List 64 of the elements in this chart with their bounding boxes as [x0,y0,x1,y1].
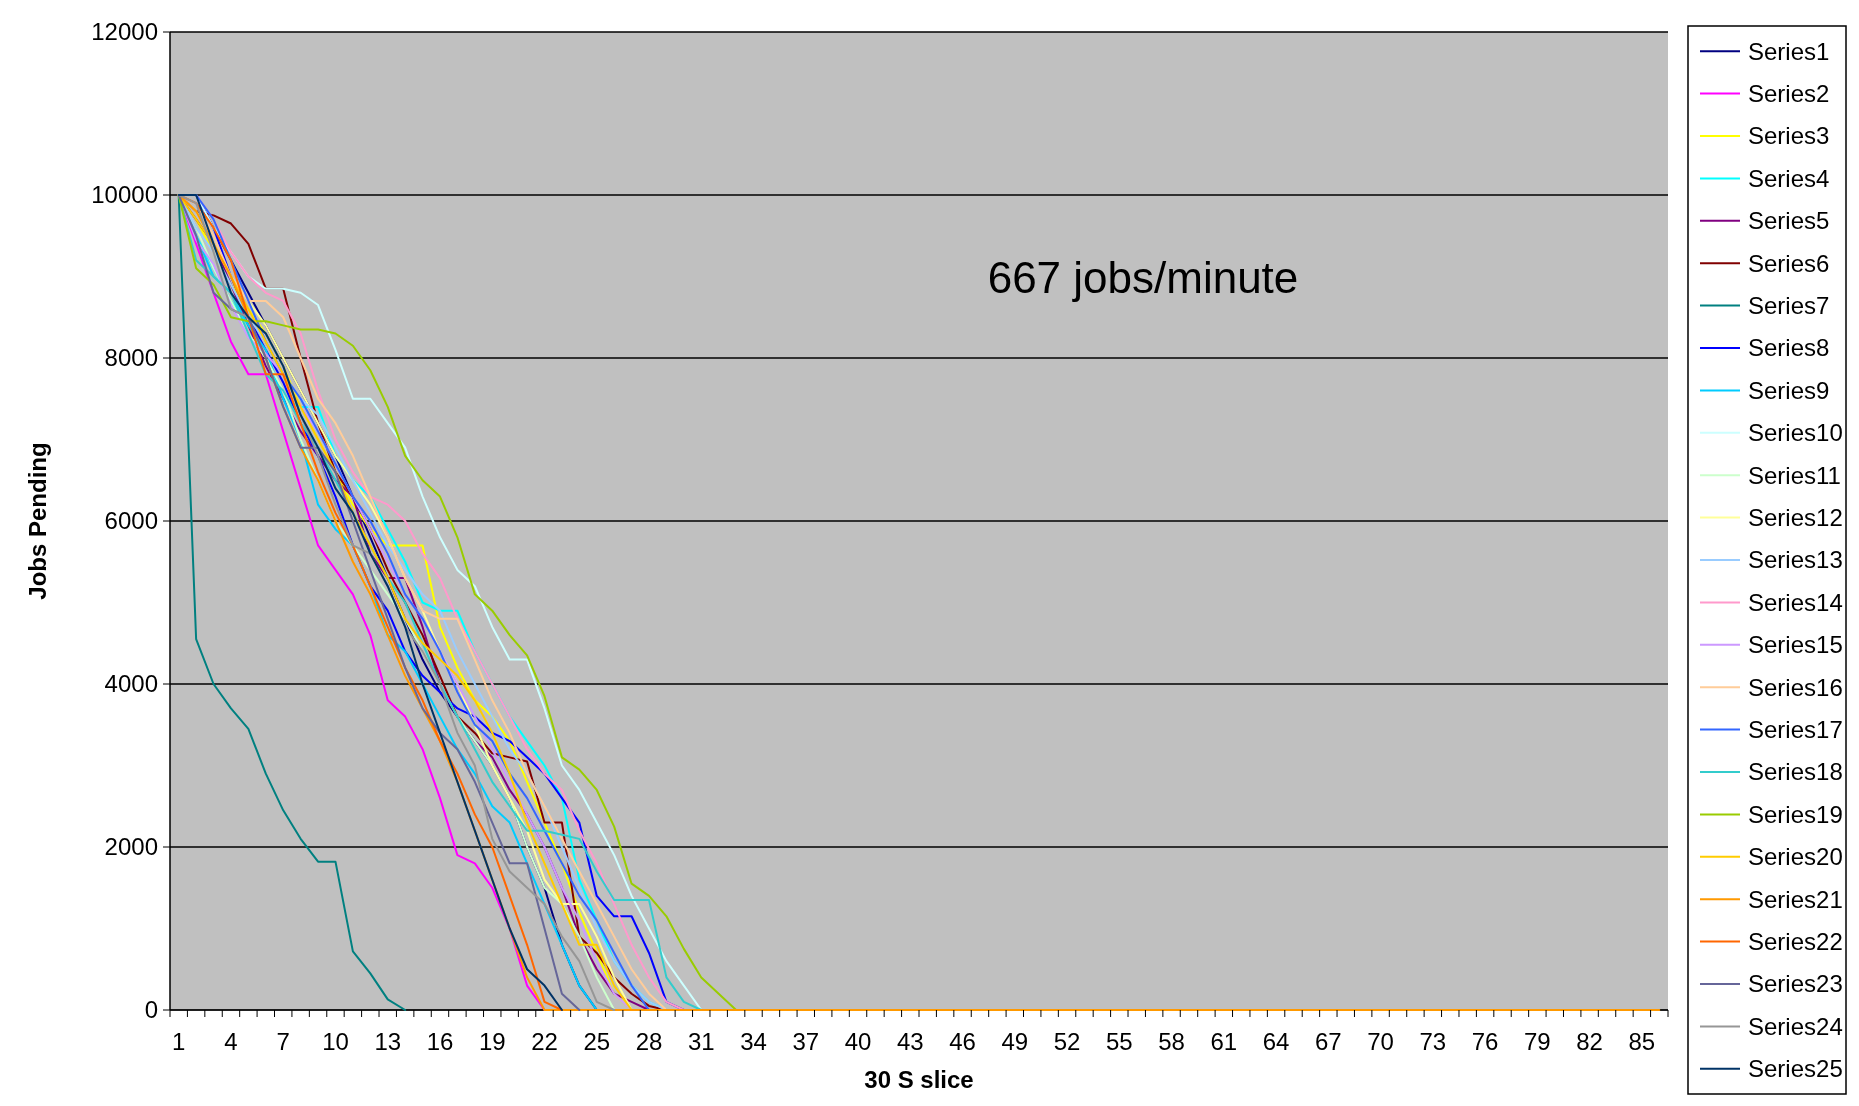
x-tick-label: 7 [276,1028,290,1055]
x-tick-label: 16 [426,1028,454,1055]
x-tick-label: 58 [1158,1028,1185,1055]
legend-label: Series22 [1748,928,1843,955]
x-tick-label: 85 [1628,1028,1656,1055]
x-axis-title: 30 S slice [864,1066,974,1093]
y-tick-label: 2000 [104,833,158,861]
legend-label: Series6 [1748,249,1830,277]
y-tick-label: 12000 [91,18,158,46]
y-tick-label: 8000 [104,344,158,372]
x-tick-label: 64 [1262,1028,1290,1055]
legend-label: Series19 [1748,800,1843,828]
legend-label: Series7 [1748,292,1830,319]
x-tick-label: 10 [322,1028,349,1055]
x-tick-label: 70 [1367,1028,1394,1055]
legend-label: Series13 [1748,546,1843,574]
y-tick-label: 10000 [91,181,158,209]
x-tick-label: 31 [687,1028,715,1055]
legend-label: Series16 [1748,673,1843,701]
x-tick-label: 19 [478,1028,506,1055]
x-tick-label: 79 [1524,1028,1551,1055]
x-tick-label: 25 [583,1028,611,1055]
x-tick-label: 46 [949,1028,976,1055]
legend-label: Series15 [1748,631,1843,659]
x-tick-label: 67 [1314,1028,1342,1055]
legend-label: Series23 [1748,970,1843,998]
x-tick-label: 1 [172,1028,186,1055]
legend-label: Series11 [1748,461,1841,489]
y-tick-label: 6000 [104,507,158,535]
legend-label: Series10 [1748,419,1843,447]
x-tick-label: 73 [1419,1028,1447,1055]
x-tick-label: 28 [635,1028,663,1055]
legend-label: Series2 [1748,80,1830,107]
x-tick-label: 4 [224,1028,238,1055]
x-tick-label: 40 [844,1028,872,1055]
legend-label: Series24 [1748,1012,1843,1040]
x-tick-label: 52 [1053,1028,1081,1055]
legend-label: Series17 [1748,716,1843,743]
legend-label: Series25 [1748,1055,1843,1083]
x-tick-label: 37 [792,1028,820,1055]
legend-label: Series20 [1748,843,1843,871]
x-tick-label: 49 [1001,1028,1029,1055]
legend-label: Series4 [1748,164,1830,192]
x-tick-label: 55 [1105,1028,1133,1055]
legend-label: Series1 [1748,37,1830,65]
x-tick-label: 43 [896,1028,924,1055]
x-tick-label: 13 [374,1028,402,1055]
legend-label: Series18 [1748,758,1843,786]
legend-label: Series3 [1748,122,1830,150]
y-tick-label: 0 [144,996,158,1024]
legend-label: Series12 [1748,504,1843,531]
x-tick-label: 61 [1210,1028,1238,1055]
y-axis-title: Jobs Pending [24,442,51,600]
x-tick-label: 34 [740,1028,767,1055]
legend-label: Series5 [1748,207,1830,235]
x-tick-label: 82 [1576,1028,1603,1055]
legend-label: Series14 [1748,588,1843,616]
legend-label: Series21 [1748,885,1843,913]
annotation: 667 jobs/minute [987,253,1299,302]
legend-label: Series9 [1748,376,1830,404]
x-tick-label: 22 [531,1028,558,1055]
x-tick-label: 76 [1471,1028,1499,1055]
legend-label: Series8 [1748,334,1830,362]
y-tick-label: 4000 [104,670,158,698]
